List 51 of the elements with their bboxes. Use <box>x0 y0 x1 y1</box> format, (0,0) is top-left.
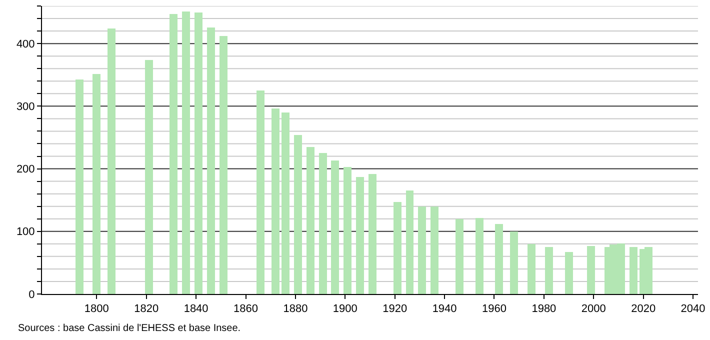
bar <box>475 218 484 294</box>
bar <box>75 79 84 294</box>
bar <box>528 244 536 294</box>
y-tick-label: 100 <box>16 226 35 238</box>
x-tick-label: 2020 <box>631 303 656 316</box>
bar <box>393 202 402 294</box>
bar <box>495 224 504 294</box>
bar <box>256 90 265 294</box>
x-tick-label: 2000 <box>581 303 606 316</box>
bar <box>294 134 302 294</box>
y-tick-label: 300 <box>16 101 35 114</box>
x-tick-label: 1860 <box>234 303 258 316</box>
bar <box>144 60 153 294</box>
bar <box>282 112 290 294</box>
bar <box>629 247 638 294</box>
y-tick-label: 400 <box>16 38 35 50</box>
bar <box>356 176 364 294</box>
x-tick-label: 1920 <box>382 303 408 316</box>
y-tick-label: 0 <box>28 288 35 301</box>
x-tick-label: 1940 <box>432 303 457 316</box>
bar <box>92 74 101 294</box>
bar <box>406 190 414 294</box>
x-tick-label: 1980 <box>532 303 556 316</box>
y-tick-label: 200 <box>16 164 35 176</box>
bar <box>510 231 518 294</box>
bar <box>544 247 553 294</box>
bar <box>318 153 327 294</box>
bar <box>587 246 596 294</box>
bar <box>306 146 314 294</box>
bar <box>331 160 340 294</box>
bar <box>455 218 464 294</box>
bar <box>368 174 376 294</box>
x-tick-label: 1820 <box>134 303 159 316</box>
bar <box>418 206 426 294</box>
bar <box>219 36 228 294</box>
x-tick-label: 1960 <box>482 303 506 316</box>
x-tick-label: 1900 <box>332 303 358 316</box>
bar <box>272 108 280 294</box>
bar <box>182 12 190 294</box>
bar <box>194 12 203 294</box>
bar <box>170 14 178 294</box>
x-tick-label: 2040 <box>680 303 706 316</box>
x-tick-label: 1840 <box>184 303 208 316</box>
x-tick-label: 1800 <box>84 303 109 316</box>
bar <box>344 166 352 294</box>
source-note: Sources : base Cassini de l'EHESS et base Insee. <box>18 323 241 334</box>
bar <box>430 206 439 294</box>
bar <box>206 27 215 294</box>
x-tick-label: 1880 <box>283 303 308 316</box>
bar <box>108 28 116 294</box>
bar <box>564 252 573 294</box>
